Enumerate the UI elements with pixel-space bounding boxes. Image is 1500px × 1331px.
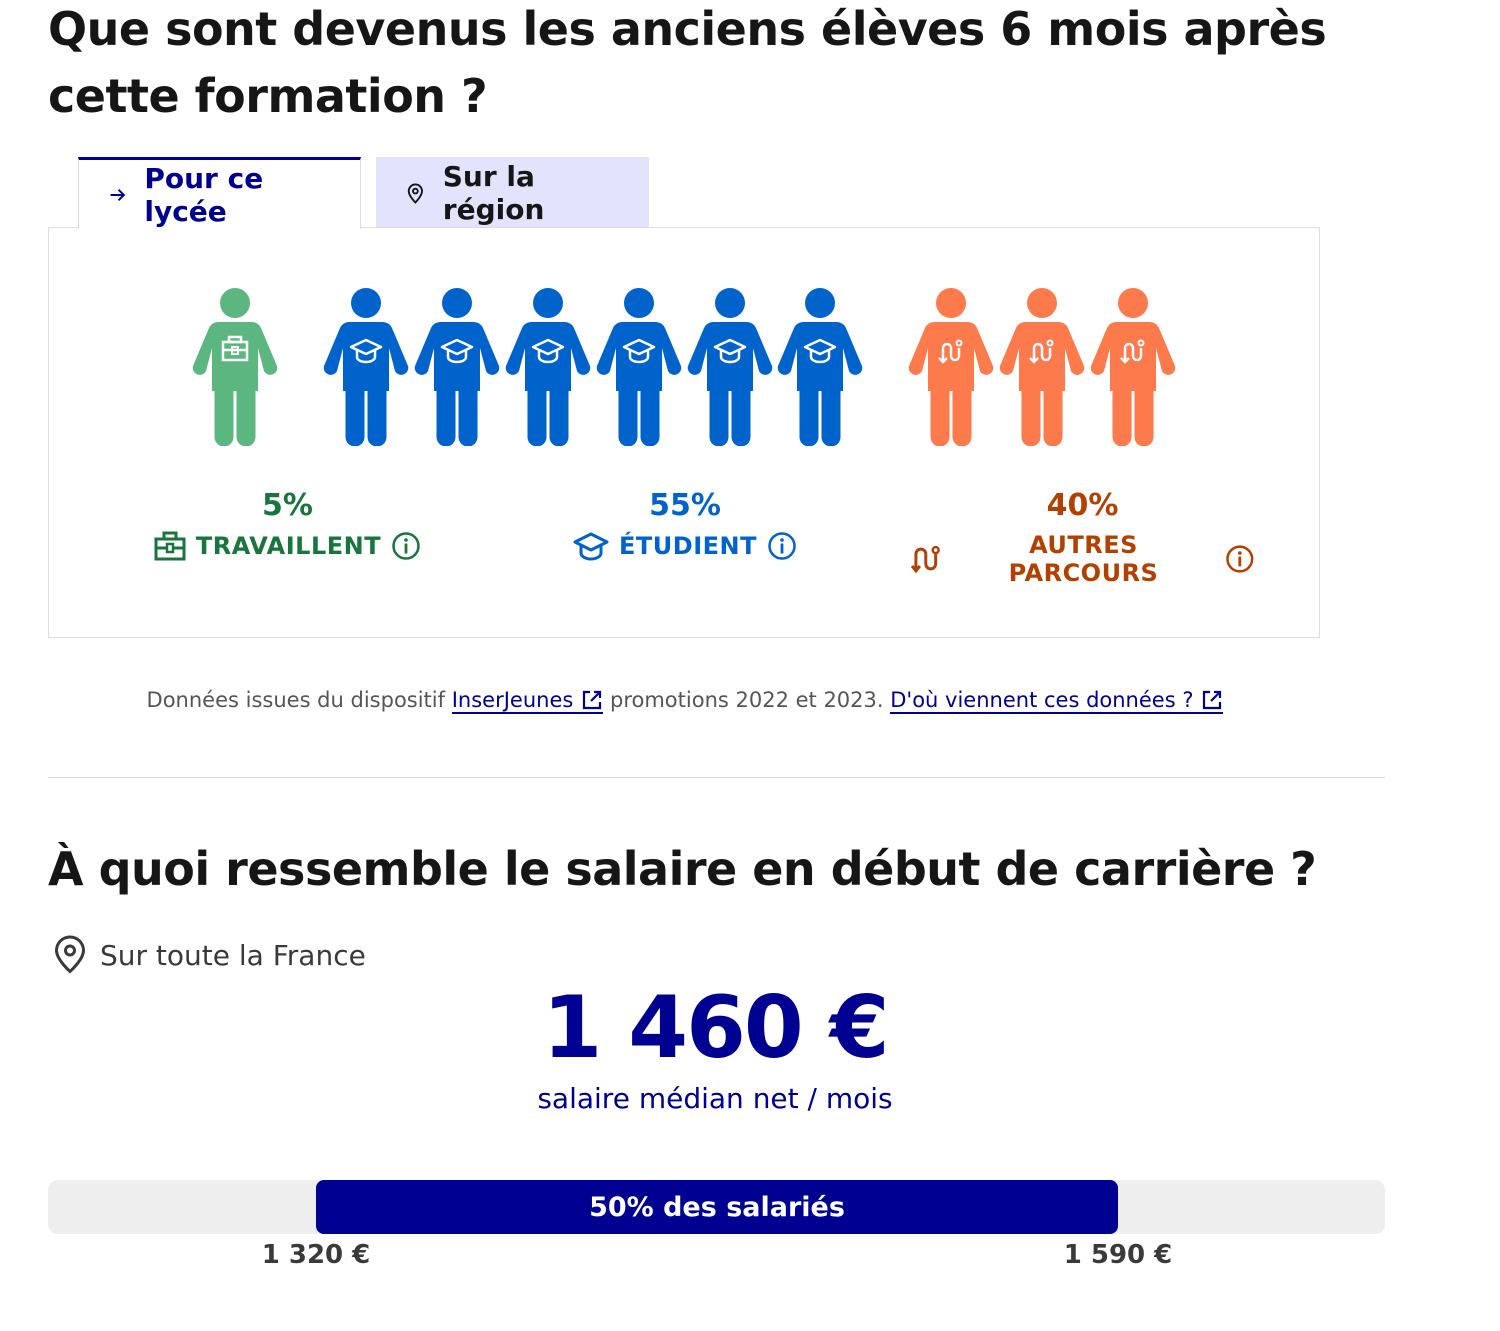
- salary-low: 1 320 €: [261, 1240, 371, 1270]
- person-icon: [999, 288, 1085, 447]
- location-label: Sur toute la France: [100, 938, 366, 972]
- info-icon[interactable]: [1225, 544, 1255, 574]
- person-figure-study: [777, 288, 863, 450]
- person-icon: [192, 288, 278, 447]
- tab-label: Pour ce lycée: [144, 161, 264, 228]
- salary-section-title: À quoi ressemble le salaire en début de …: [48, 842, 1317, 896]
- person-icon: [596, 288, 682, 447]
- person-figure-other: [908, 288, 994, 450]
- person-figure-study: [687, 288, 773, 450]
- person-figure-study: [414, 288, 500, 450]
- source-prefix: Données issues du dispositif: [146, 688, 446, 712]
- graduation-cap-icon: [622, 338, 656, 364]
- graduation-cap-icon: [713, 338, 747, 364]
- graduation-cap-icon: [440, 338, 474, 364]
- graduation-cap-icon: [349, 338, 383, 364]
- salary-high: 1 590 €: [1063, 1240, 1173, 1270]
- salary-location: Sur toute la France: [52, 935, 366, 975]
- graduation-cap-icon: [803, 338, 837, 364]
- map-pin-icon: [54, 935, 86, 974]
- graduation-cap-icon: [531, 338, 565, 364]
- stat-etudient: 55% ÉTUDIENT: [560, 488, 810, 561]
- stat-label: AUTRES PARCOURS: [1008, 531, 1159, 587]
- tab-pour-ce-lycee[interactable]: Pour ce lycée: [78, 157, 361, 229]
- stat-travaillent: 5% TRAVAILLENT: [150, 488, 425, 561]
- stat-percent: 40%: [1046, 488, 1119, 523]
- external-link-icon: [1203, 690, 1222, 710]
- source-middle: promotions 2022 et 2023.: [610, 688, 884, 712]
- data-origin-link[interactable]: D'où viennent ces données ?: [890, 688, 1224, 714]
- map-pin-icon: [407, 183, 423, 204]
- person-icon: [505, 288, 591, 447]
- link-text: InserJeunes: [451, 688, 574, 712]
- link-text: D'où viennent ces données ?: [890, 688, 1194, 712]
- data-source-note: Données issues du dispositif InserJeunes…: [0, 688, 1370, 714]
- route-icon: [1029, 339, 1054, 364]
- tab-label: Sur la région: [442, 159, 545, 226]
- external-link-icon: [583, 690, 602, 710]
- stat-percent: 5%: [262, 488, 313, 523]
- stat-label: ÉTUDIENT: [619, 532, 757, 560]
- person-figure-other: [999, 288, 1085, 450]
- briefcase-icon: [154, 531, 186, 561]
- stat-label: TRAVAILLENT: [195, 532, 382, 560]
- range-label: 50% des salariés: [589, 1191, 845, 1223]
- person-figure-work: [192, 288, 278, 450]
- person-icon: [687, 288, 773, 447]
- salary-range-fill: 50% des salariés: [316, 1180, 1118, 1234]
- person-icon: [323, 288, 409, 447]
- graduation-cap-icon: [573, 532, 609, 561]
- person-figure-study: [323, 288, 409, 450]
- route-icon: [1120, 339, 1145, 364]
- results-panel: [48, 227, 1320, 638]
- tab-sur-la-region[interactable]: Sur la région: [376, 157, 649, 228]
- person-figure-study: [505, 288, 591, 450]
- route-icon: [910, 545, 940, 574]
- person-icon: [908, 288, 994, 447]
- route-icon: [938, 339, 963, 364]
- median-salary: 1 460 €: [542, 978, 889, 1078]
- median-salary-label: salaire médian net / mois: [537, 1082, 893, 1115]
- info-icon[interactable]: [767, 531, 797, 561]
- person-icon: [1090, 288, 1176, 447]
- inserjeunes-link[interactable]: InserJeunes: [451, 688, 604, 714]
- person-figure-other: [1090, 288, 1176, 450]
- stat-percent: 55%: [649, 488, 721, 523]
- section-title: Que sont devenus les anciens élèves 6 mo…: [48, 2, 1327, 123]
- section-divider: [48, 777, 1385, 778]
- info-icon[interactable]: [391, 531, 421, 561]
- arrow-right-icon: [110, 188, 126, 201]
- person-figure-study: [596, 288, 682, 450]
- person-icon: [414, 288, 500, 447]
- person-icon: [777, 288, 863, 447]
- stat-autres-parcours: 40% AUTRES PARCOURS: [910, 488, 1255, 587]
- briefcase-icon: [221, 335, 249, 362]
